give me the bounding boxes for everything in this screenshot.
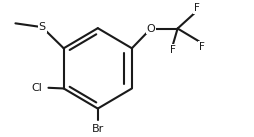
Text: O: O (147, 24, 155, 34)
Text: F: F (170, 45, 176, 55)
Text: F: F (199, 42, 205, 52)
Text: S: S (39, 22, 46, 32)
Text: Cl: Cl (31, 83, 42, 93)
Text: F: F (194, 3, 200, 13)
Text: Br: Br (92, 124, 104, 134)
